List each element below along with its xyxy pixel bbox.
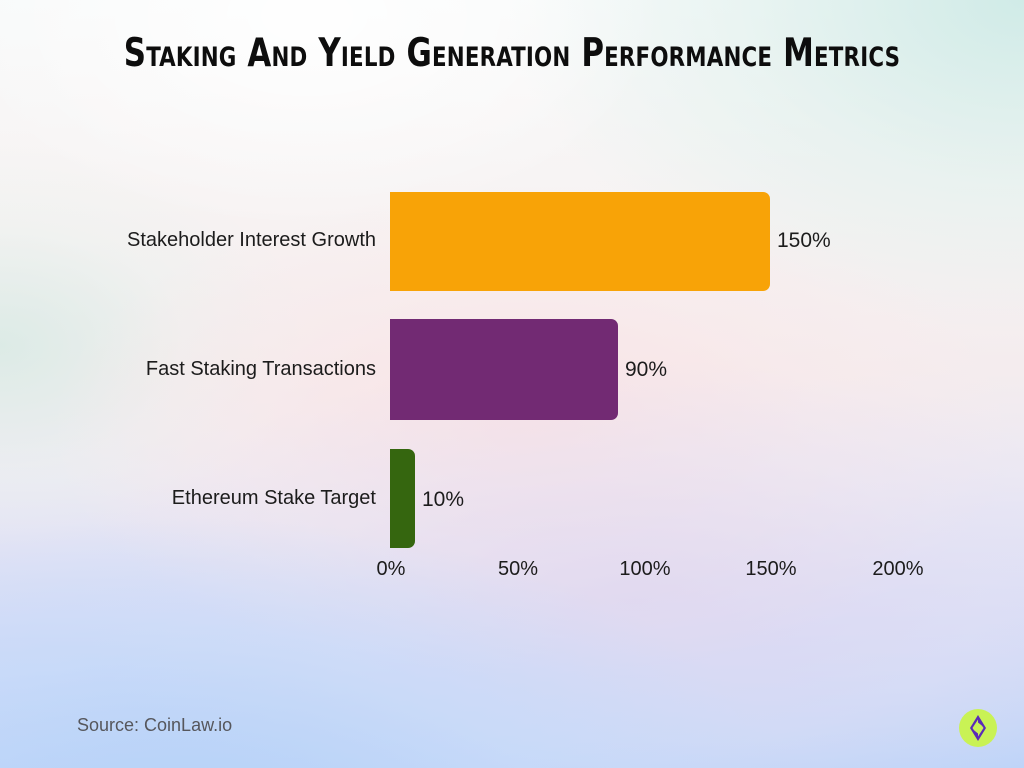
category-label: Stakeholder Interest Growth — [126, 229, 376, 251]
bar-value-label: 90% — [625, 358, 668, 381]
category-label: Fast Staking Transactions — [145, 358, 376, 380]
bar — [390, 192, 770, 291]
source-attribution: Source: CoinLaw.io — [77, 715, 233, 735]
compass-icon — [959, 709, 997, 747]
bar-value-label: 150% — [777, 229, 831, 252]
x-axis-tick-label: 200% — [872, 558, 924, 580]
x-axis-tick-label: 100% — [619, 558, 671, 580]
chart-title: Staking and Yield Generation Performance… — [123, 31, 901, 76]
x-axis-tick-label: 50% — [497, 558, 539, 580]
x-axis-tick-labels: 0% 50% 100% 150% 200% — [0, 556, 1024, 586]
category-label: Ethereum Stake Target — [171, 487, 376, 509]
coinlaw-logo — [947, 697, 1009, 759]
bar — [390, 319, 618, 420]
bar-value-label: 10% — [422, 488, 465, 511]
bar — [390, 449, 415, 548]
x-axis-tick-label: 0% — [376, 558, 406, 580]
x-axis-tick-label: 150% — [745, 558, 797, 580]
